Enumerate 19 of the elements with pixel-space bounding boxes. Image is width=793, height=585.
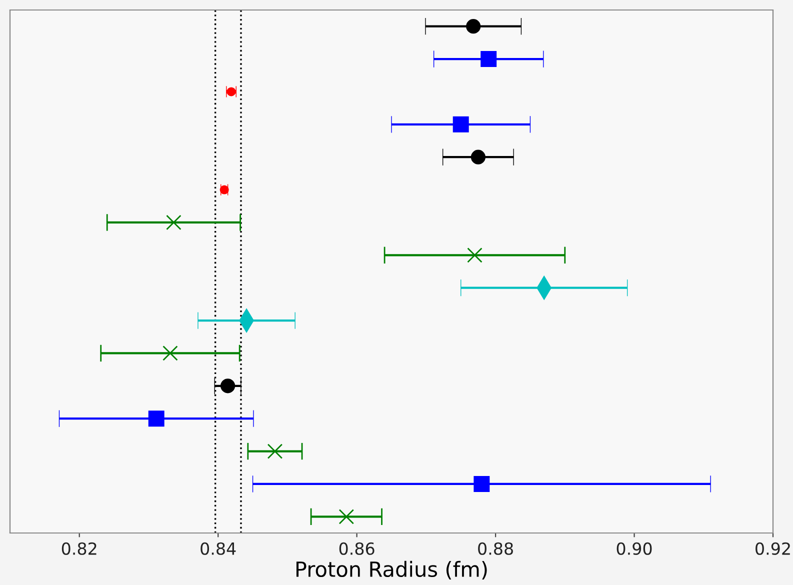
point xyxy=(470,150,486,164)
x-tick-label: 0.90 xyxy=(616,542,652,555)
point xyxy=(452,116,469,132)
point xyxy=(166,214,182,230)
point xyxy=(148,410,164,427)
point xyxy=(267,444,283,459)
x-tick-label: 0.82 xyxy=(62,542,96,555)
point xyxy=(474,476,490,492)
point xyxy=(338,509,354,524)
point xyxy=(220,378,236,394)
x-tick-label: 0.88 xyxy=(478,542,513,555)
point xyxy=(466,19,481,34)
x-axis-title: Proton Radius (fm) xyxy=(296,560,487,580)
point xyxy=(467,248,482,263)
point xyxy=(480,51,497,68)
x-tick-label: 0.86 xyxy=(339,542,374,555)
x-tick-label: 0.92 xyxy=(756,542,790,555)
point xyxy=(162,346,178,361)
x-tick-label: 0.84 xyxy=(200,542,236,555)
